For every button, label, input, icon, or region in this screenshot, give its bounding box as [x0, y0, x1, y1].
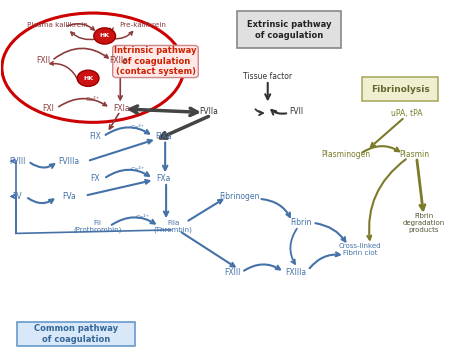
- Text: HK: HK: [100, 34, 110, 39]
- Text: Fibrin
degradation
products: Fibrin degradation products: [402, 213, 445, 233]
- Text: FIX: FIX: [89, 132, 101, 141]
- Text: Extrinsic pathway
of coagulation: Extrinsic pathway of coagulation: [247, 20, 331, 40]
- Text: Ca²⁺: Ca²⁺: [86, 97, 100, 102]
- Text: Plasma kallikrein: Plasma kallikrein: [27, 22, 88, 28]
- Text: FV: FV: [12, 192, 22, 201]
- Text: Cross-linked
Fibrin clot: Cross-linked Fibrin clot: [338, 243, 381, 256]
- Text: FXIa: FXIa: [113, 104, 129, 113]
- Text: FXIII: FXIII: [224, 268, 240, 277]
- Text: FXa: FXa: [156, 174, 171, 183]
- Text: FVII: FVII: [289, 107, 303, 116]
- Text: FXIIa: FXIIa: [109, 56, 128, 65]
- Text: FX: FX: [91, 174, 100, 183]
- Text: FIIa
(Thrombin): FIIa (Thrombin): [154, 219, 192, 233]
- Text: Fibrinogen: Fibrinogen: [219, 192, 260, 201]
- Text: Intrinsic pathway
of coagulation
(contact system): Intrinsic pathway of coagulation (contac…: [114, 46, 197, 76]
- FancyBboxPatch shape: [237, 11, 341, 48]
- Text: Fibrin: Fibrin: [290, 218, 311, 227]
- Text: FXIIIa: FXIIIa: [285, 268, 307, 277]
- Text: FVIIIa: FVIIIa: [59, 156, 80, 166]
- Text: Ca²⁺: Ca²⁺: [131, 125, 145, 130]
- Text: FVa: FVa: [63, 192, 76, 201]
- Text: FVIII: FVIII: [9, 156, 26, 166]
- Text: FVIIa: FVIIa: [199, 107, 218, 116]
- Text: Plasmin: Plasmin: [399, 150, 429, 159]
- Text: Pre-kallikrein: Pre-kallikrein: [119, 22, 166, 28]
- Text: Ca²⁺: Ca²⁺: [131, 167, 145, 172]
- Circle shape: [77, 70, 99, 86]
- FancyBboxPatch shape: [113, 45, 198, 78]
- Text: FII
(Prothrombin): FII (Prothrombin): [73, 219, 122, 233]
- FancyBboxPatch shape: [17, 321, 136, 346]
- Text: HK: HK: [83, 76, 93, 81]
- Text: Tissue factor: Tissue factor: [243, 72, 292, 81]
- Text: Plasminogen: Plasminogen: [321, 150, 370, 159]
- Text: Common pathway
of coagulation: Common pathway of coagulation: [34, 324, 118, 344]
- Text: FXII: FXII: [36, 56, 50, 65]
- Circle shape: [94, 28, 116, 44]
- FancyBboxPatch shape: [362, 77, 438, 101]
- Text: FIXa: FIXa: [155, 132, 172, 141]
- Text: FXI: FXI: [42, 104, 54, 113]
- Text: uPA, tPA: uPA, tPA: [392, 109, 423, 118]
- Text: Ca²⁺: Ca²⁺: [136, 215, 149, 220]
- Text: Fibrinolysis: Fibrinolysis: [371, 85, 429, 94]
